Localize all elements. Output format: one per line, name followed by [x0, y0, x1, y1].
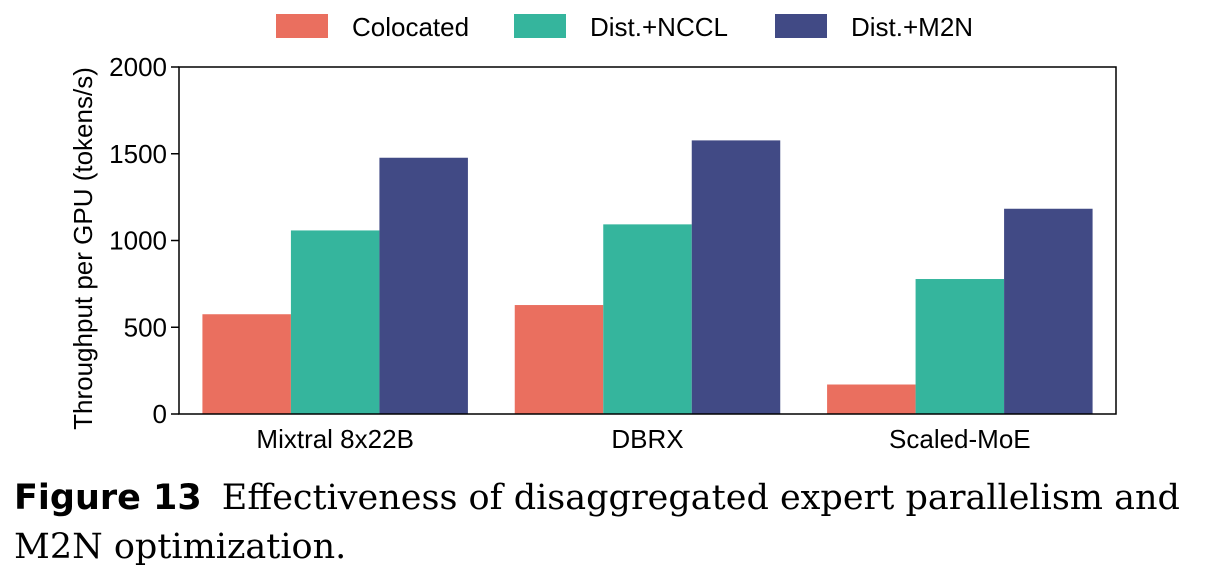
x-tick-label: Mixtral 8x22B — [256, 424, 414, 454]
bar — [1004, 208, 1093, 414]
bar — [514, 305, 604, 414]
y-tick-label: 500 — [124, 312, 167, 342]
y-axis-ticks: 0 500 1000 1500 2000 — [109, 52, 179, 429]
figure-caption: Figure 13 Effectiveness of disaggregated … — [14, 474, 1200, 572]
legend-label: Dist.+M2N — [851, 12, 973, 42]
figure-label: Figure 13 — [14, 478, 202, 518]
bar — [827, 384, 916, 414]
legend-label: Dist.+NCCL — [590, 12, 728, 42]
legend: Colocated Dist.+NCCL Dist.+M2N — [276, 12, 973, 42]
y-tick-label: 1000 — [109, 226, 167, 256]
y-axis-label: Throughput per GPU (tokens/s) — [68, 67, 98, 430]
figure-caption-text: Effectiveness of disaggregated expert pa… — [14, 478, 1180, 567]
bar — [691, 140, 781, 414]
bar — [290, 230, 380, 414]
legend-swatch — [276, 14, 328, 38]
x-tick-label: DBRX — [611, 424, 683, 454]
legend-swatch — [775, 14, 827, 38]
y-tick-label: 0 — [153, 399, 167, 429]
bar — [603, 224, 692, 414]
y-tick-label: 1500 — [109, 139, 167, 169]
legend-swatch — [514, 14, 566, 38]
bar — [202, 314, 291, 414]
bars — [202, 140, 1093, 415]
plot-frame — [178, 66, 1117, 415]
bar-chart: Colocated Dist.+NCCL Dist.+M2N 0 500 1000 150… — [68, 12, 1117, 454]
x-axis-ticks: Mixtral 8x22B DBRX Scaled-MoE — [256, 424, 1030, 454]
bar — [915, 279, 1005, 414]
y-tick-label: 2000 — [109, 52, 167, 82]
legend-label: Colocated — [352, 12, 469, 42]
x-tick-label: Scaled-MoE — [889, 424, 1031, 454]
bar — [379, 157, 468, 415]
